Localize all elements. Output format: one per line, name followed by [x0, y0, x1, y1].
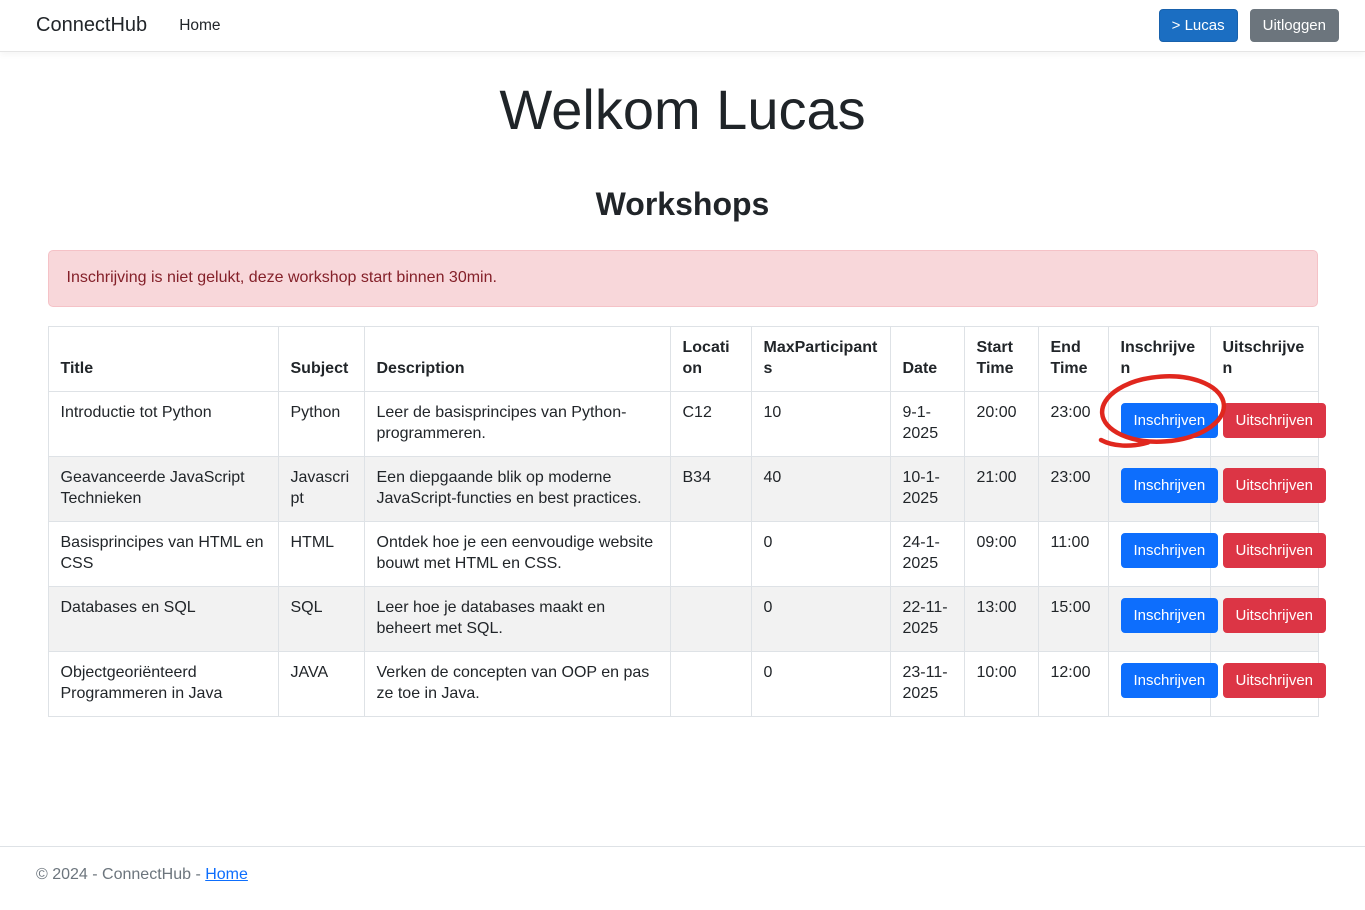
cell-description: Leer hoe je databases maakt en beheert m… — [363, 585, 671, 652]
inschrijven-button[interactable]: Inschrijven — [1120, 402, 1219, 438]
cell-description: Een diepgaande blik op moderne JavaScrip… — [363, 455, 671, 522]
cell-start-time: 09:00 — [963, 520, 1039, 587]
uitschrijven-button[interactable]: Uitschrijven — [1222, 532, 1327, 568]
brand-link[interactable]: ConnectHub — [36, 14, 148, 36]
cell-max-participants: 0 — [750, 650, 891, 717]
cell-max-participants: 0 — [750, 520, 891, 587]
cell-subject: HTML — [277, 520, 365, 587]
header-date: Date — [889, 326, 965, 392]
header-inschrijven: Inschrijven — [1107, 326, 1211, 392]
cell-start-time: 10:00 — [963, 650, 1039, 717]
cell-date: 23-11-2025 — [889, 650, 965, 717]
cell-date: 24-1-2025 — [889, 520, 965, 587]
cell-end-time: 23:00 — [1037, 455, 1109, 522]
cell-inschrijven: Inschrijven — [1107, 390, 1219, 457]
nav-home-link[interactable]: Home — [179, 16, 221, 34]
cell-title: Databases en SQL — [47, 585, 279, 652]
cell-location: C12 — [669, 390, 752, 457]
cell-max-participants: 40 — [750, 455, 891, 522]
uitschrijven-button[interactable]: Uitschrijven — [1222, 402, 1327, 438]
header-subject: Subject — [277, 326, 365, 392]
cell-inschrijven: Inschrijven — [1107, 650, 1219, 717]
cell-start-time: 13:00 — [963, 585, 1039, 652]
cell-description: Verken de concepten van OOP en pas ze to… — [363, 650, 671, 717]
navbar: ConnectHub Home > Lucas Uitloggen — [0, 0, 1365, 52]
cell-end-time: 11:00 — [1037, 520, 1109, 587]
header-title: Title — [47, 326, 279, 392]
uitschrijven-button[interactable]: Uitschrijven — [1222, 662, 1327, 698]
logout-button[interactable]: Uitloggen — [1249, 9, 1339, 42]
workshops-heading: Workshops — [595, 186, 770, 223]
page-title: Welkom Lucas — [499, 78, 866, 141]
table-row: Objectgeoriënteerd Programmeren in Java … — [47, 650, 1327, 717]
cell-uitschrijven: Uitschrijven — [1209, 585, 1327, 652]
error-alert-message: Inschrijving is niet gelukt, deze worksh… — [66, 269, 497, 287]
cell-date: 9-1-2025 — [889, 390, 965, 457]
cell-title: Geavanceerde JavaScript Technieken — [47, 455, 279, 522]
table-row: Databases en SQL SQL Leer hoe je databas… — [47, 585, 1327, 652]
header-max-participants: MaxParticipants — [750, 326, 891, 392]
footer-home-link[interactable]: Home — [205, 866, 248, 883]
cell-title: Objectgeoriënteerd Programmeren in Java — [47, 650, 279, 717]
footer: © 2024 - ConnectHub - Home — [0, 846, 1365, 905]
cell-location: B34 — [669, 455, 752, 522]
cell-max-participants: 10 — [750, 390, 891, 457]
inschrijven-button[interactable]: Inschrijven — [1120, 467, 1219, 503]
cell-location — [669, 520, 752, 587]
table-header-row: Title Subject Description Location MaxPa… — [47, 326, 1319, 392]
footer-copyright: © 2024 - ConnectHub - — [36, 866, 201, 883]
cell-end-time: 12:00 — [1037, 650, 1109, 717]
uitschrijven-button[interactable]: Uitschrijven — [1222, 597, 1327, 633]
header-location: Location — [669, 326, 752, 392]
cell-date: 10-1-2025 — [889, 455, 965, 522]
inschrijven-button[interactable]: Inschrijven — [1120, 662, 1219, 698]
cell-uitschrijven: Uitschrijven — [1209, 650, 1327, 717]
cell-location — [669, 650, 752, 717]
cell-max-participants: 0 — [750, 585, 891, 652]
table-row: Basisprincipes van HTML en CSS HTML Ontd… — [47, 520, 1327, 587]
header-end-time: End Time — [1037, 326, 1109, 392]
cell-uitschrijven: Uitschrijven — [1209, 390, 1327, 457]
header-start-time: Start Time — [963, 326, 1039, 392]
header-description: Description — [363, 326, 671, 392]
cell-subject: Javascript — [277, 455, 365, 522]
cell-uitschrijven: Uitschrijven — [1209, 520, 1327, 587]
error-alert: Inschrijving is niet gelukt, deze worksh… — [47, 250, 1318, 308]
cell-end-time: 15:00 — [1037, 585, 1109, 652]
cell-inschrijven: Inschrijven — [1107, 585, 1219, 652]
cell-subject: SQL — [277, 585, 365, 652]
cell-location — [669, 585, 752, 652]
inschrijven-button[interactable]: Inschrijven — [1120, 532, 1219, 568]
header-uitschrijven: Uitschrijven — [1209, 326, 1319, 392]
cell-title: Basisprincipes van HTML en CSS — [47, 520, 279, 587]
cell-end-time: 23:00 — [1037, 390, 1109, 457]
cell-title: Introductie tot Python — [47, 390, 279, 457]
cell-subject: JAVA — [277, 650, 365, 717]
workshops-table: Title Subject Description Location MaxPa… — [47, 326, 1327, 717]
cell-date: 22-11-2025 — [889, 585, 965, 652]
cell-inschrijven: Inschrijven — [1107, 455, 1219, 522]
user-button[interactable]: > Lucas — [1158, 9, 1238, 42]
table-row: Introductie tot Python Python Leer de ba… — [47, 390, 1327, 457]
inschrijven-button[interactable]: Inschrijven — [1120, 597, 1219, 633]
cell-description: Ontdek hoe je een eenvoudige website bou… — [363, 520, 671, 587]
cell-start-time: 21:00 — [963, 455, 1039, 522]
table-row: Geavanceerde JavaScript Technieken Javas… — [47, 455, 1327, 522]
cell-inschrijven: Inschrijven — [1107, 520, 1219, 587]
uitschrijven-button[interactable]: Uitschrijven — [1222, 467, 1327, 503]
main-content: Welkom Lucas Workshops Inschrijving is n… — [47, 78, 1327, 717]
cell-description: Leer de basisprincipes van Python-progra… — [363, 390, 671, 457]
cell-uitschrijven: Uitschrijven — [1209, 455, 1327, 522]
cell-subject: Python — [277, 390, 365, 457]
cell-start-time: 20:00 — [963, 390, 1039, 457]
